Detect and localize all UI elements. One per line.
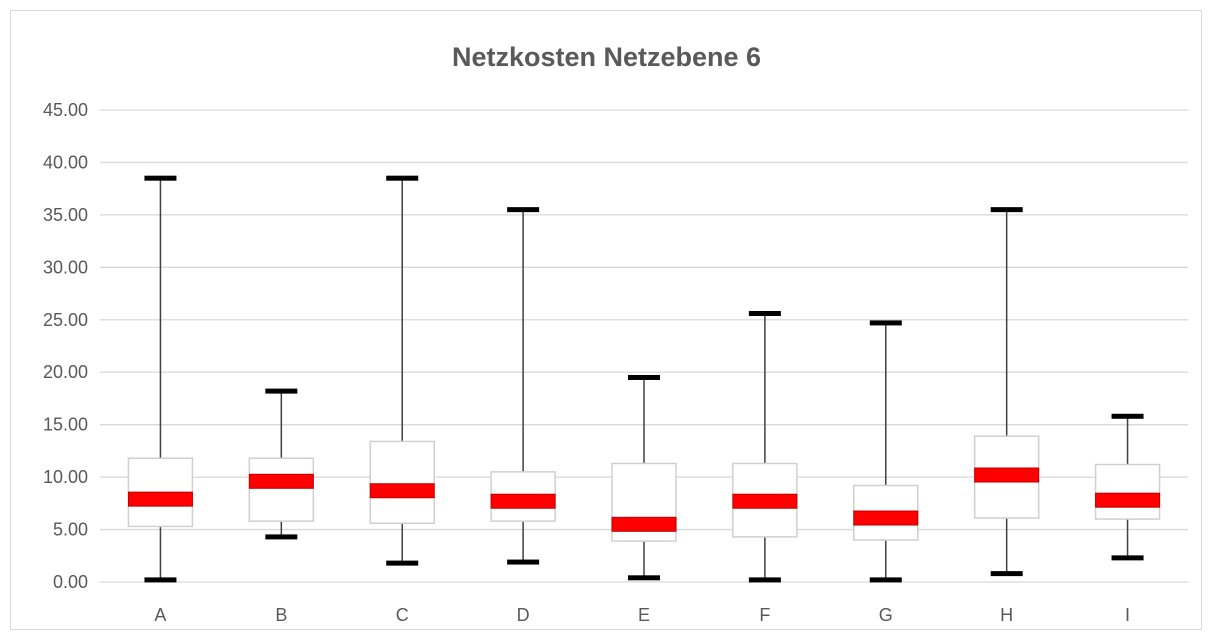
max-cap bbox=[628, 374, 660, 380]
box-group bbox=[853, 320, 919, 583]
min-cap bbox=[265, 534, 298, 540]
x-tick-label: E bbox=[638, 605, 650, 625]
median-marker bbox=[611, 516, 677, 532]
x-tick-label: F bbox=[759, 605, 770, 625]
y-tick-label: 5.00 bbox=[53, 520, 88, 540]
y-tick-label: 0.00 bbox=[53, 572, 88, 592]
min-cap bbox=[990, 571, 1023, 577]
max-cap bbox=[265, 388, 298, 394]
box-group bbox=[369, 175, 435, 566]
max-cap bbox=[869, 320, 902, 326]
x-tick-label: H bbox=[1000, 605, 1013, 625]
box-group bbox=[248, 388, 315, 540]
x-tick-label: I bbox=[1125, 605, 1130, 625]
median-marker bbox=[369, 483, 435, 499]
y-tick-label: 10.00 bbox=[43, 467, 88, 487]
x-tick-label: C bbox=[396, 605, 409, 625]
median-marker bbox=[248, 473, 314, 489]
iqr-box bbox=[248, 457, 315, 522]
x-tick-label: D bbox=[517, 605, 530, 625]
y-tick-label: 40.00 bbox=[43, 152, 88, 172]
box-group bbox=[127, 175, 194, 583]
box-group bbox=[1094, 413, 1161, 561]
max-cap bbox=[1111, 413, 1144, 419]
max-cap bbox=[386, 175, 419, 181]
median-marker bbox=[490, 493, 556, 509]
iqr-box bbox=[369, 440, 435, 525]
y-tick-label: 15.00 bbox=[43, 415, 88, 435]
median-marker bbox=[853, 510, 919, 526]
min-cap bbox=[507, 559, 540, 565]
max-cap bbox=[990, 207, 1023, 213]
iqr-box bbox=[1094, 463, 1161, 520]
max-cap bbox=[748, 310, 781, 316]
box-group bbox=[611, 374, 677, 581]
x-tick-label: G bbox=[879, 605, 893, 625]
median-marker bbox=[974, 467, 1040, 483]
median-marker bbox=[732, 493, 798, 509]
min-cap bbox=[386, 560, 419, 566]
box-group bbox=[973, 207, 1040, 577]
min-cap bbox=[869, 577, 902, 583]
boxes bbox=[127, 175, 1161, 583]
min-cap bbox=[1111, 555, 1144, 561]
y-tick-label: 45.00 bbox=[43, 100, 88, 120]
y-tick-label: 30.00 bbox=[43, 257, 88, 277]
x-axis-ticks: A B C D E F G H I bbox=[154, 605, 1130, 625]
box-group bbox=[732, 310, 798, 583]
y-axis-ticks: 0.00 5.00 10.00 15.00 20.00 25.00 30.00 35.00 40… bbox=[43, 100, 88, 592]
min-cap bbox=[144, 577, 177, 583]
y-tick-label: 20.00 bbox=[43, 362, 88, 382]
chart-title: Netzkosten Netzebene 6 bbox=[451, 42, 762, 72]
max-cap bbox=[144, 175, 177, 181]
box-group bbox=[490, 207, 556, 565]
median-marker bbox=[1095, 492, 1161, 508]
x-tick-label: B bbox=[275, 605, 287, 625]
max-cap bbox=[507, 207, 540, 213]
y-tick-label: 25.00 bbox=[43, 310, 88, 330]
min-cap bbox=[628, 575, 660, 581]
y-tick-label: 35.00 bbox=[43, 205, 88, 225]
min-cap bbox=[748, 577, 781, 583]
x-tick-label: A bbox=[154, 605, 166, 625]
median-marker bbox=[127, 491, 193, 507]
